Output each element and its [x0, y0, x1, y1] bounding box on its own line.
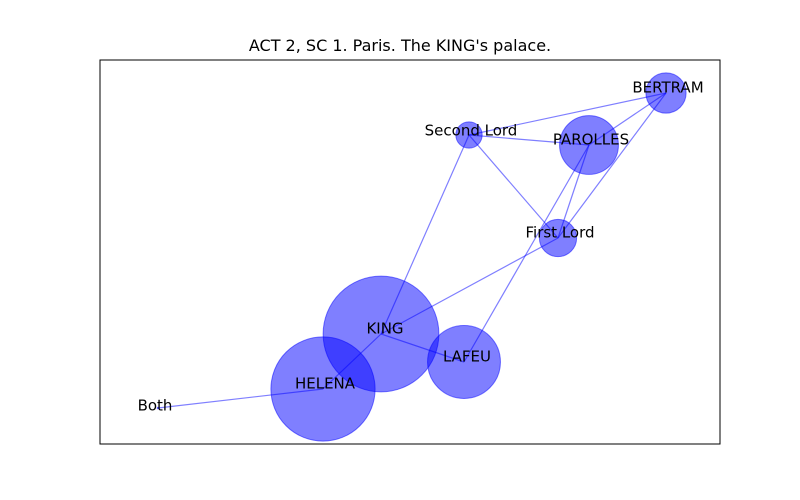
edge-second-lord-bertram [468, 92, 667, 136]
node-bertram [645, 72, 687, 114]
edge-lafeu-parolles [463, 144, 590, 363]
edge-second-lord-first-lord [468, 134, 559, 239]
node-both [156, 406, 160, 410]
node-label-both: Both [138, 397, 173, 415]
plot-frame [99, 59, 721, 445]
node-label-second-lord: Second Lord [425, 122, 518, 140]
edge-bertram-first-lord [557, 92, 667, 239]
node-label-lafeu: LAFEU [443, 348, 491, 366]
node-label-bertram: BERTRAM [632, 79, 703, 97]
node-second-lord [455, 121, 483, 149]
node-label-first-lord: First Lord [525, 224, 594, 242]
nodes-layer [156, 72, 687, 442]
node-lafeu [427, 325, 501, 399]
node-parolles [559, 115, 619, 175]
node-helena [270, 336, 376, 442]
labels-layer: KING HELENA LAFEU PAROLLES BERTRAM First Lord… [138, 79, 704, 415]
node-label-king: KING [366, 320, 403, 338]
node-label-parolles: PAROLLES [553, 131, 629, 149]
node-label-helena: HELENA [295, 375, 356, 393]
node-first-lord [538, 218, 578, 258]
figure-title: ACT 2, SC 1. Paris. The KING's palace. [248, 36, 552, 55]
